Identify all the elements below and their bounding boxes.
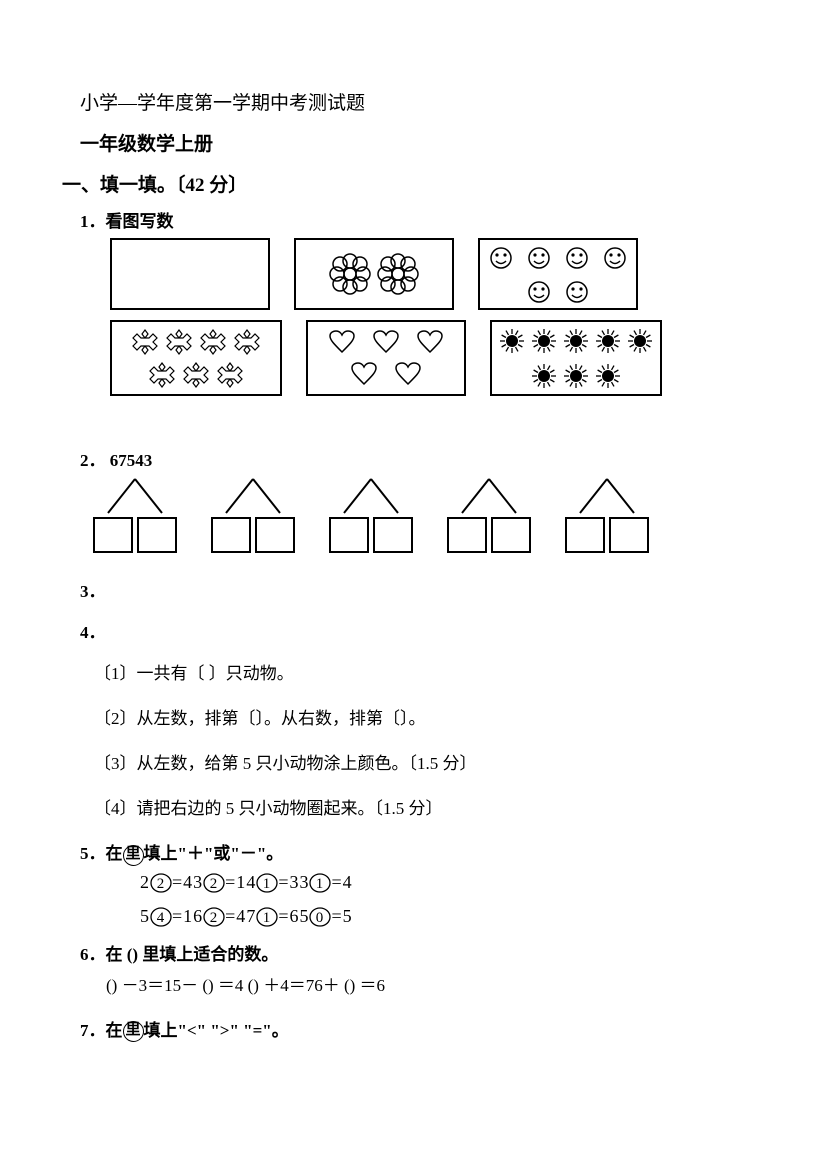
- cross-ornament-icon: [132, 329, 158, 355]
- q5-row2: 54=162=471=650=5: [140, 906, 742, 928]
- flower-icon: [326, 250, 374, 298]
- equation-group: 31=4: [299, 872, 352, 894]
- q4-sub1: 〔1〕一共有〔 〕只动物。: [94, 659, 742, 684]
- q4-sub2: 〔2〕从左数，排第〔〕。从右数，排第〔〕。: [94, 704, 742, 729]
- cross-ornament-icon: [200, 329, 226, 355]
- svg-text:4: 4: [157, 910, 166, 926]
- page: 小学—学年度第一学期中考测试题 一年级数学上册 一、填一填。〔42 分〕 1．看…: [0, 0, 822, 1165]
- cross-ornament-icon: [166, 329, 192, 355]
- equation-group: 71=6: [246, 906, 299, 928]
- sun-icon: [563, 363, 589, 389]
- q1-box-empty: [110, 238, 270, 310]
- section-1-heading: 一、填一填。〔42 分〕: [62, 170, 742, 197]
- equation-group: 54=1: [140, 906, 193, 928]
- q5-row1: 22=432=141=331=4: [140, 872, 742, 894]
- q7-label-post: 填上"<" ">" "="。: [144, 1021, 289, 1040]
- circle-char-icon: 里: [123, 1021, 144, 1042]
- doc-title: 小学—学年度第一学期中考测试题: [80, 88, 742, 115]
- q4-sub4: 〔4〕请把右边的 5 只小动物圈起来。〔1.5 分〕: [94, 794, 742, 819]
- q5-label-pre: 5．在: [80, 844, 123, 863]
- equation-group: 22=4: [140, 872, 193, 894]
- sun-icon: [563, 328, 589, 354]
- svg-text:1: 1: [263, 876, 272, 892]
- smiley-icon: [527, 280, 551, 304]
- heart-icon: [395, 362, 421, 386]
- smiley-icon: [565, 246, 589, 270]
- q1-box-crosses: [110, 320, 282, 396]
- heart-icon: [373, 330, 399, 354]
- number-split: [90, 477, 180, 553]
- equation-group: 50=5: [299, 906, 352, 928]
- q1-box-hearts: [306, 320, 466, 396]
- smiley-icon: [527, 246, 551, 270]
- cross-ornament-icon: [183, 362, 209, 388]
- q1-row-1: [110, 238, 742, 310]
- q1-box-suns: [490, 320, 662, 396]
- number-split: [444, 477, 534, 553]
- svg-text:2: 2: [157, 876, 166, 892]
- sun-icon: [595, 363, 621, 389]
- q6-eq: () －3＝15－ () ＝4 () ＋4＝76＋ () ＝6: [106, 971, 742, 996]
- sun-icon: [531, 363, 557, 389]
- svg-text:2: 2: [210, 876, 219, 892]
- q2-row: [90, 477, 742, 553]
- doc-subtitle: 一年级数学上册: [80, 129, 742, 156]
- sun-icon: [531, 328, 557, 354]
- equation-group: 41=3: [246, 872, 299, 894]
- number-split: [208, 477, 298, 553]
- q5-label-post: 填上"＋"或"－"。: [144, 844, 284, 863]
- cross-ornament-icon: [217, 362, 243, 388]
- svg-text:1: 1: [263, 910, 272, 926]
- cross-ornament-icon: [149, 362, 175, 388]
- q1-box-flowers: [294, 238, 454, 310]
- equation-group: 32=1: [193, 872, 246, 894]
- number-split: [326, 477, 416, 553]
- q6-label: 6．在 () 里填上适合的数。: [80, 940, 742, 965]
- heart-icon: [351, 362, 377, 386]
- heart-icon: [417, 330, 443, 354]
- q4-sub3: 〔3〕从左数，给第 5 只小动物涂上颜色。〔1.5 分〕: [94, 749, 742, 774]
- q3-label: 3．: [80, 577, 742, 602]
- svg-text:2: 2: [210, 910, 219, 926]
- smiley-icon: [489, 246, 513, 270]
- heart-icon: [329, 330, 355, 354]
- q2-label: 2． 67543: [80, 446, 742, 471]
- svg-text:0: 0: [316, 910, 325, 926]
- q7-label-pre: 7．在: [80, 1021, 123, 1040]
- q7-label: 7．在里填上"<" ">" "="。: [80, 1016, 742, 1043]
- svg-text:1: 1: [316, 876, 325, 892]
- circle-char-icon: 里: [123, 845, 144, 866]
- q1-label: 1．看图写数: [80, 207, 742, 232]
- number-split: [562, 477, 652, 553]
- q4-label: 4．: [80, 618, 742, 643]
- smiley-icon: [565, 280, 589, 304]
- sun-icon: [499, 328, 525, 354]
- q1-row-2: [110, 320, 742, 396]
- smiley-icon: [603, 246, 627, 270]
- cross-ornament-icon: [234, 329, 260, 355]
- q5-label: 5．在里填上"＋"或"－"。: [80, 839, 742, 866]
- q1-box-smileys: [478, 238, 638, 310]
- flower-icon: [374, 250, 422, 298]
- sun-icon: [595, 328, 621, 354]
- sun-icon: [627, 328, 653, 354]
- equation-group: 62=4: [193, 906, 246, 928]
